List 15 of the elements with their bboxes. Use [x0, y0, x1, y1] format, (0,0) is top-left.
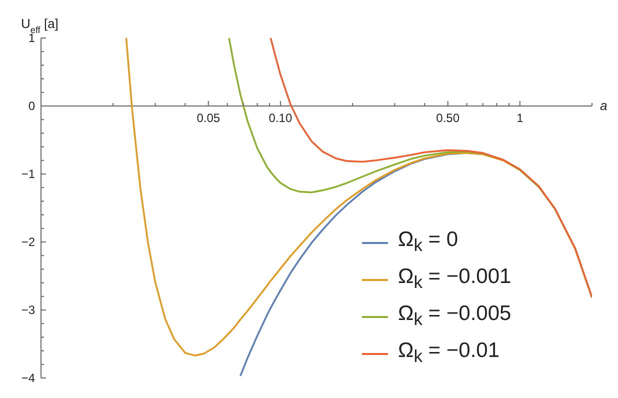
- legend-label: Ω$_{k}$ = −0.01: [398, 339, 500, 368]
- x-tick-label: 0.50: [436, 111, 460, 125]
- y-tick-label: −4: [21, 371, 36, 385]
- y-tick-label: −1: [21, 167, 36, 181]
- x-axis-title: a: [600, 98, 608, 113]
- legend-label: Ω$_{k}$ = −0.005: [398, 302, 512, 331]
- x-tick-label: 0.10: [268, 111, 292, 125]
- y-tick-label: −3: [21, 303, 36, 317]
- y-tick-label: −2: [21, 235, 36, 249]
- x-tick-label: 1: [516, 111, 524, 125]
- legend-label: Ω$_{k}$ = −0.001: [398, 265, 512, 294]
- x-tick-label: 0.05: [196, 111, 220, 125]
- y-axis-title: U$_{eff}$[a]: [21, 16, 58, 35]
- legend-label: Ω$_{k}$ = 0: [398, 228, 458, 257]
- y-tick-label: 0: [28, 99, 36, 113]
